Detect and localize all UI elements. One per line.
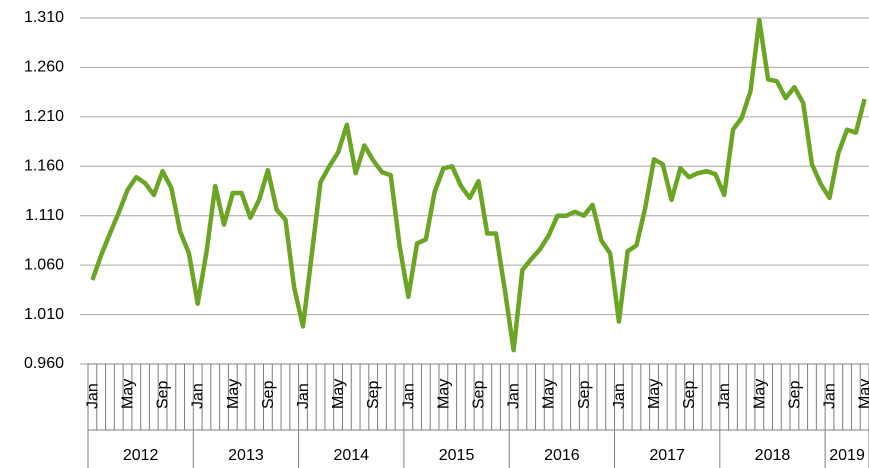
x-tick-label: Jan	[506, 383, 523, 409]
x-tick-label: May	[857, 379, 869, 409]
x-group-label: 2012	[123, 447, 159, 464]
x-tick-label: May	[119, 379, 136, 409]
y-tick-label: 1.210	[24, 108, 64, 125]
y-tick-label: 1.010	[24, 306, 64, 323]
x-tick-label: May	[751, 379, 768, 409]
x-group-label: 2017	[649, 447, 685, 464]
y-tick-label: 1.260	[24, 59, 64, 76]
y-tick-label: 1.160	[24, 158, 64, 175]
x-tick-label: Sep	[365, 380, 382, 409]
x-tick-label: Jan	[84, 383, 101, 409]
y-tick-label: 1.310	[24, 9, 64, 26]
x-tick-label: Sep	[260, 380, 277, 409]
x-tick-label: Jan	[716, 383, 733, 409]
x-tick-label: Sep	[155, 380, 172, 409]
line-series	[90, 17, 867, 353]
x-tick-label: May	[435, 379, 452, 409]
x-tick-label: May	[330, 379, 347, 409]
y-tick-label: 1.060	[24, 256, 64, 273]
x-group-label: 2016	[544, 447, 580, 464]
x-tick-label: Sep	[471, 380, 488, 409]
x-group-label: 2015	[439, 447, 475, 464]
x-tick-label: Jan	[822, 383, 839, 409]
x-tick-label: Jan	[295, 383, 312, 409]
x-tick-label: May	[541, 379, 558, 409]
x-group-label: 2013	[228, 447, 264, 464]
y-tick-label: 0.960	[24, 355, 64, 372]
y-tick-label: 1.110	[25, 207, 64, 224]
x-group-label: 2019	[829, 447, 865, 464]
x-tick-label: May	[646, 379, 663, 409]
x-tick-label: Jan	[611, 383, 628, 409]
x-tick-label: May	[225, 379, 242, 409]
x-tick-label: Jan	[190, 383, 207, 409]
x-group-label: 2014	[333, 447, 369, 464]
x-tick-label: Sep	[786, 380, 803, 409]
x-tick-label: Jan	[400, 383, 417, 409]
x-tick-label: Sep	[576, 380, 593, 409]
x-tick-label: Sep	[681, 380, 698, 409]
x-group-label: 2018	[755, 447, 791, 464]
